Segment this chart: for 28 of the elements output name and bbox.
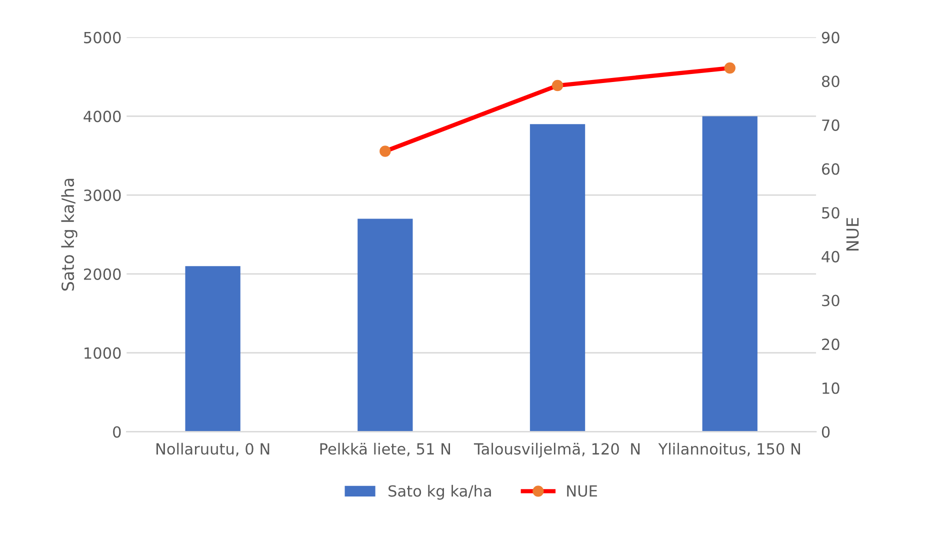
y2-tick-label: 60 — [822, 163, 840, 175]
y-axis-title: Sato kg ka/ha — [61, 178, 78, 291]
y-tick-label: 1000 — [84, 347, 121, 359]
y-tick-label: 5000 — [84, 32, 121, 44]
y2-tick-label: 90 — [822, 32, 840, 44]
y2-tick-label: 10 — [822, 382, 840, 394]
bar — [530, 124, 586, 432]
y2-tick-label: 30 — [822, 294, 840, 306]
y2-tick-label: 50 — [822, 207, 840, 219]
y2-tick-label: 40 — [822, 250, 840, 262]
bar — [702, 116, 758, 432]
y2-axis-title: NUE — [846, 218, 859, 250]
y2-tick-label: 0 — [822, 426, 830, 438]
y2-tick-label: 80 — [822, 76, 840, 88]
y-tick-label: 4000 — [84, 110, 121, 122]
legend-label: NUE — [567, 485, 597, 497]
y-tick-label: 3000 — [84, 190, 121, 202]
x-tick-label: Talousviljelmä, 120 N — [474, 442, 640, 458]
y-tick-label: 2000 — [84, 268, 121, 280]
y2-tick-label: 20 — [822, 338, 840, 350]
y2-tick-label: 70 — [822, 119, 840, 131]
y-tick-label: 0 — [113, 426, 121, 438]
x-tick-label: Pelkkä liete, 51 N — [320, 442, 450, 456]
legend-label: Sato kg ka/ha — [388, 484, 491, 500]
x-tick-label: Nollaruutu, 0 N — [156, 442, 270, 456]
bar — [185, 266, 240, 432]
x-tick-label: Ylilannoitus, 150 N — [658, 442, 800, 456]
bar — [358, 218, 413, 432]
